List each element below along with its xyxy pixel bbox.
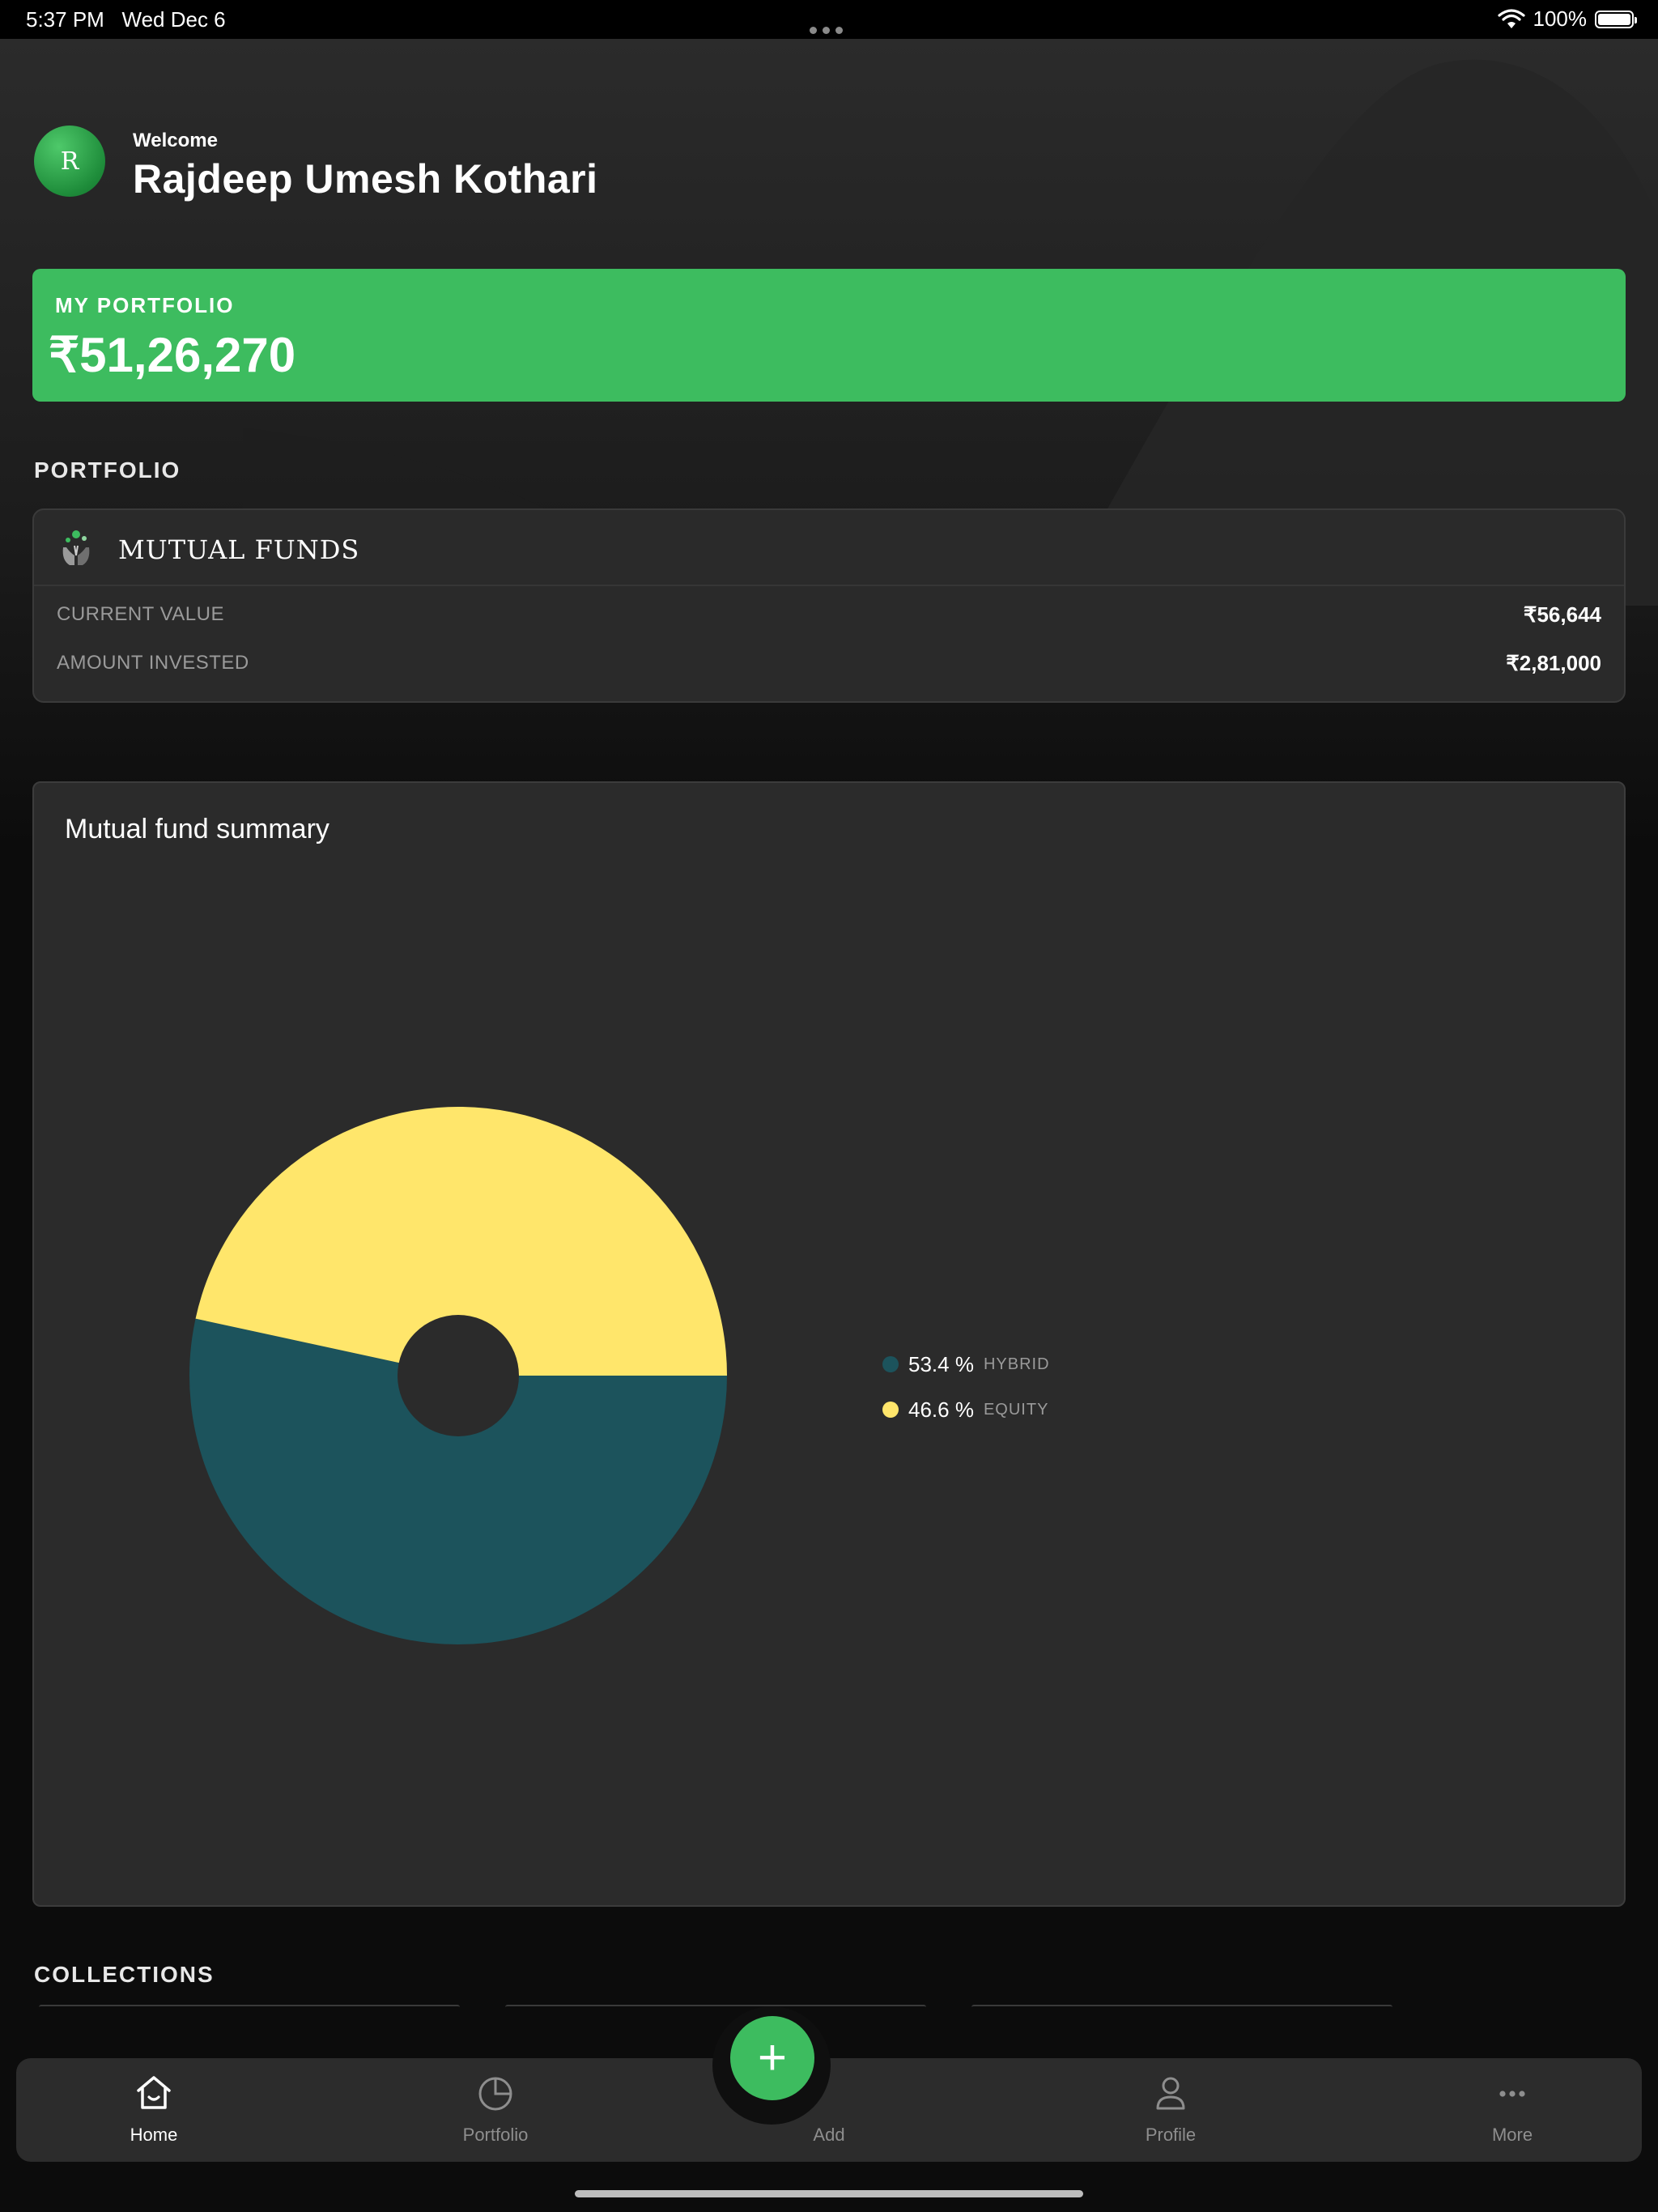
current-value-label: CURRENT VALUE (57, 603, 224, 625)
tab-label: More (1491, 2125, 1533, 2145)
mutual-funds-icon (62, 530, 90, 565)
status-indicators: 100% (1497, 6, 1637, 32)
pie-slice-equity[interactable] (195, 1107, 727, 1376)
portfolio-section-title: PORTFOLIO (34, 457, 181, 483)
legend-percent: 46.6 % (908, 1397, 974, 1422)
chart-legend: 53.4 % HYBRID 46.6 % EQUITY (882, 1342, 1050, 1432)
ellipsis-icon (1499, 2091, 1525, 2097)
wifi-icon (1497, 8, 1525, 28)
current-value: ₹56,644 (1523, 602, 1601, 627)
legend-item-equity: 46.6 % EQUITY (882, 1387, 1050, 1432)
battery-icon (1595, 10, 1637, 28)
pie-center-hole (397, 1315, 519, 1436)
tab-home[interactable]: Home (65, 2058, 243, 2162)
amount-invested-label: AMOUNT INVESTED (57, 652, 249, 674)
avatar[interactable]: R (34, 125, 105, 197)
tab-label: Home (130, 2125, 178, 2145)
mutual-funds-header: MUTUAL FUNDS (34, 510, 1624, 586)
tab-label: Add (813, 2125, 845, 2145)
home-indicator[interactable] (575, 2190, 1083, 2197)
person-icon (1156, 2077, 1185, 2110)
chart-title: Mutual fund summary (65, 814, 329, 844)
add-button[interactable]: + (730, 2016, 814, 2100)
status-time: 5:37 PM Wed Dec 6 (26, 7, 226, 32)
multitasking-dots-icon[interactable] (810, 15, 848, 40)
tab-profile[interactable]: Profile (1082, 2058, 1260, 2162)
pie-chart-icon (478, 2077, 512, 2111)
collection-card-edge[interactable] (39, 2005, 460, 2010)
battery-percent: 100% (1533, 6, 1588, 31)
tab-label: Profile (1145, 2125, 1197, 2145)
pie-slice-hybrid[interactable] (189, 1318, 727, 1645)
tab-more[interactable]: More (1423, 2058, 1601, 2162)
my-portfolio-label: MY PORTFOLIO (55, 293, 235, 317)
legend-item-hybrid: 53.4 % HYBRID (882, 1342, 1050, 1387)
tab-portfolio[interactable]: Portfolio (406, 2058, 585, 2162)
mutual-funds-title: MUTUAL FUNDS (118, 534, 360, 565)
legend-label: HYBRID (983, 1355, 1050, 1373)
tab-label: Portfolio (462, 2125, 529, 2145)
home-icon (137, 2076, 171, 2109)
legend-dot (882, 1402, 899, 1418)
status-bar: 5:37 PM Wed Dec 6 100% (0, 0, 1658, 39)
mutual-funds-card[interactable]: MUTUAL FUNDS CURRENT VALUE ₹56,644 AMOUN… (32, 508, 1626, 703)
user-name: Rajdeep Umesh Kothari (133, 156, 598, 202)
amount-invested-value: ₹2,81,000 (1506, 651, 1601, 675)
tab-add[interactable]: Add (740, 2058, 918, 2162)
plus-icon: + (757, 2030, 788, 2086)
avatar-initial: R (60, 147, 79, 176)
collections-section-title: COLLECTIONS (34, 1962, 215, 1987)
my-portfolio-card[interactable]: MY PORTFOLIO ₹51,26,270 (32, 269, 1626, 402)
collection-card-edge[interactable] (971, 2005, 1392, 2010)
legend-percent: 53.4 % (908, 1351, 974, 1376)
my-portfolio-value: ₹51,26,270 (49, 328, 296, 382)
collection-card-edge[interactable] (505, 2005, 926, 2010)
legend-dot (882, 1356, 899, 1372)
welcome-label: Welcome (133, 130, 218, 151)
mutual-fund-summary-card: Mutual fund summary 53.4 % HYBRID 46.6 % EQ… (32, 781, 1626, 1907)
pie-chart (189, 1107, 727, 1645)
legend-label: EQUITY (983, 1400, 1049, 1419)
